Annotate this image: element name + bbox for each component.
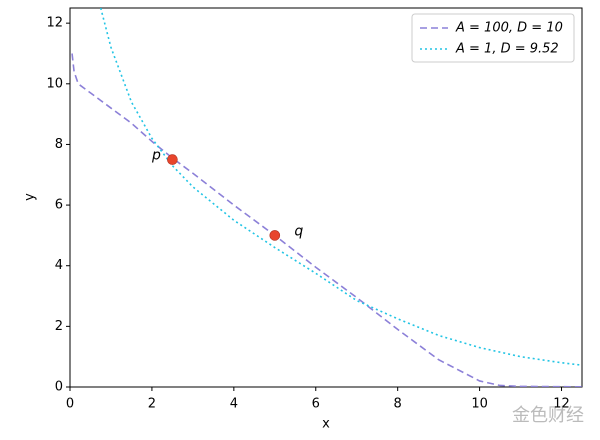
plot-frame [69,7,583,388]
legend-label: A = 1, D = 9.52 [455,42,559,57]
x-tick-label: 10 [471,397,488,412]
x-tick-label: 4 [230,397,238,412]
y-tick-label: 6 [55,198,63,213]
series-line [71,53,582,387]
point [167,154,178,165]
point [269,230,281,241]
y-tick-label: 2 [55,319,63,334]
y-tick-label: 10 [46,76,63,91]
y-tick-label: 0 [55,380,63,395]
x-tick-label: 2 [148,397,156,412]
x-tick-label: 0 [66,397,74,412]
watermark: 金色财经 [512,405,584,426]
legend-box [411,13,575,63]
series-line [99,8,582,366]
x-tick-label: 8 [394,397,402,412]
y-tick-label: 12 [46,16,63,31]
point-label: q [294,223,303,239]
legend-label: A = 100, D = 10 [455,21,563,36]
y-axis-label: y [23,193,38,201]
x-tick-label: 6 [312,397,320,412]
point-label: p [151,148,161,164]
x-tick-label: 12 [553,397,570,412]
y-tick-label: 8 [55,137,63,152]
y-tick-label: 4 [55,258,63,273]
x-axis-label: x [322,417,330,432]
